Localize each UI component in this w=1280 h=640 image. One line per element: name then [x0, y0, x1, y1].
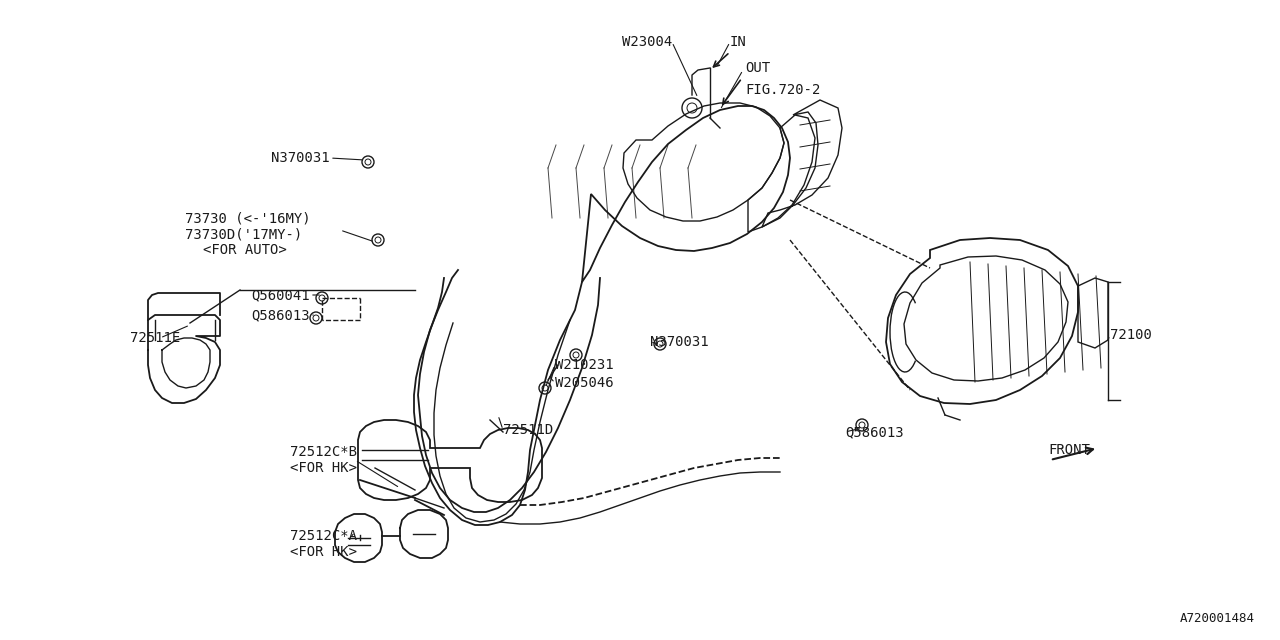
Text: <FOR HK>: <FOR HK> [291, 545, 357, 559]
Text: FIG.720-2: FIG.720-2 [745, 83, 820, 97]
Text: IN: IN [730, 35, 746, 49]
Text: Q560041: Q560041 [251, 288, 310, 302]
Text: Q586013: Q586013 [251, 308, 310, 322]
Text: A720001484: A720001484 [1180, 611, 1254, 625]
Text: 72512C*B: 72512C*B [291, 445, 357, 459]
Text: 72511E: 72511E [131, 331, 180, 345]
Text: W205046: W205046 [556, 376, 613, 390]
Text: 72100: 72100 [1110, 328, 1152, 342]
Text: N370031: N370031 [650, 335, 709, 349]
Text: 72512C*A: 72512C*A [291, 529, 357, 543]
Text: Q586013: Q586013 [845, 425, 904, 439]
Text: N370031: N370031 [271, 151, 330, 165]
Text: 73730 (<-'16MY): 73730 (<-'16MY) [186, 211, 311, 225]
Text: FRONT: FRONT [1048, 443, 1089, 457]
Text: <FOR AUTO>: <FOR AUTO> [204, 243, 287, 257]
Text: W210231: W210231 [556, 358, 613, 372]
Text: W23004: W23004 [622, 35, 672, 49]
Text: OUT: OUT [745, 61, 771, 75]
Text: 73730D('17MY-): 73730D('17MY-) [186, 227, 302, 241]
Text: 72511D: 72511D [503, 423, 553, 437]
Text: <FOR HK>: <FOR HK> [291, 461, 357, 475]
